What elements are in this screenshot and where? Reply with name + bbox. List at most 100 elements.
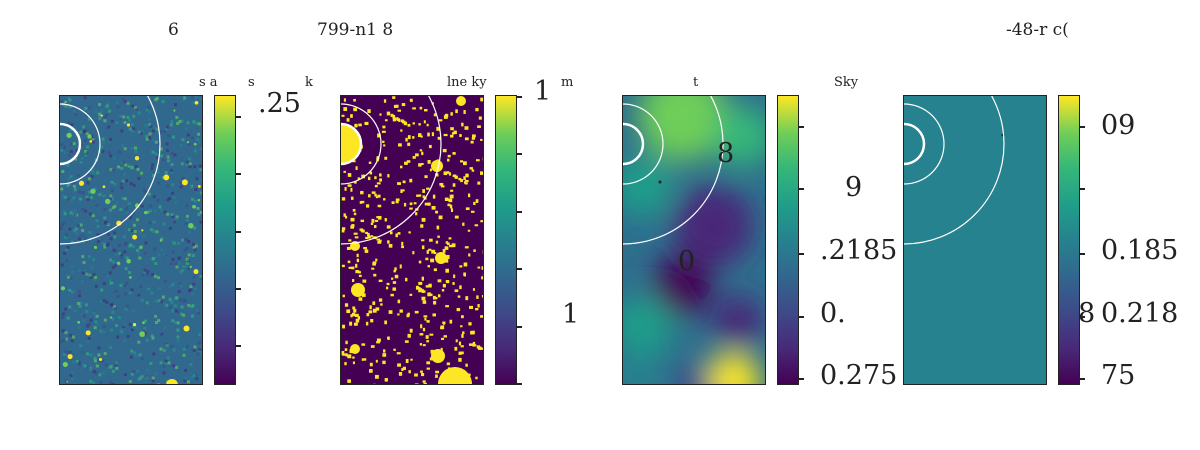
noise-pixel (83, 99, 87, 103)
mask-pixel (401, 368, 404, 371)
noise-pixel (161, 297, 165, 301)
noise-pixel (191, 96, 195, 100)
mask-pixel (400, 129, 403, 132)
cbar3-tick (798, 188, 804, 190)
noise-pixel (190, 292, 194, 296)
mask-pixel (386, 225, 391, 229)
noise-pixel (105, 300, 109, 304)
noise-pixel (176, 335, 180, 339)
cbar2-label-0: 1 (534, 76, 552, 107)
mask-pixel (355, 263, 358, 268)
noise-pixel (161, 295, 165, 299)
aperture-ring (60, 96, 161, 245)
noise-pixel (143, 124, 147, 128)
noise-pixel (94, 244, 98, 248)
noise-pixel (137, 130, 141, 134)
panel1-svg (60, 96, 202, 384)
noise-pixel (195, 377, 199, 381)
noise-pixel (118, 150, 122, 154)
noise-pixel (152, 129, 156, 133)
mask-pixel (412, 122, 415, 125)
mask-pixel (463, 262, 468, 267)
bg-blob (623, 351, 663, 384)
panel3-colorbar (777, 95, 804, 385)
mask-pixel (459, 160, 464, 163)
noise-pixel (81, 363, 85, 367)
noise-pixel (172, 364, 176, 368)
mask-pixel (429, 333, 434, 336)
noise-pixel (99, 267, 103, 271)
mask-pixel (478, 116, 482, 120)
noise-pixel (174, 262, 178, 266)
mask-pixel (346, 309, 351, 314)
noise-pixel (162, 158, 166, 162)
mask-pixel (447, 158, 450, 162)
noise-pixel (143, 251, 147, 255)
mask-pixel (388, 310, 393, 314)
noise-pixel (74, 112, 78, 116)
mask-pixel (426, 250, 429, 254)
mask-pixel (480, 97, 483, 102)
noise-pixel (131, 104, 135, 108)
mask-pixel (444, 197, 449, 201)
mask-pixel (444, 246, 449, 250)
noise-pixel (128, 270, 132, 274)
noise-pixel (134, 106, 138, 110)
mask-pixel (409, 98, 413, 102)
mask-pixel (399, 165, 403, 169)
point-source (78, 180, 85, 186)
noise-pixel (70, 142, 74, 146)
noise-pixel (124, 163, 128, 167)
noise-pixel (134, 165, 138, 169)
point-source (159, 238, 163, 242)
panel4-image (903, 95, 1047, 385)
noise-pixel (197, 264, 201, 268)
mask-pixel (365, 231, 369, 235)
mask-pixel (414, 373, 418, 377)
noise-pixel (168, 196, 172, 200)
noise-pixel (166, 134, 170, 138)
cbar1-tick (235, 116, 241, 118)
mask-pixel (383, 349, 386, 353)
mask-pixel (355, 270, 360, 274)
panel4-side-text: 8 (1078, 298, 1096, 329)
noise-pixel (188, 184, 192, 188)
noise-pixel (102, 114, 106, 118)
mask-pixel (410, 358, 413, 361)
mask-pixel (472, 343, 475, 347)
mask-pixel (377, 215, 382, 220)
mask-pixel (426, 123, 429, 127)
mask-pixel (416, 194, 420, 197)
noise-pixel (185, 219, 189, 223)
noise-pixel (77, 237, 81, 241)
noise-pixel (180, 162, 184, 166)
noise-pixel (142, 270, 146, 274)
noise-pixel (71, 335, 75, 339)
noise-pixel (88, 273, 92, 277)
cbar3-label-3: 0.275 (820, 360, 898, 391)
noise-pixel (122, 323, 126, 327)
noise-pixel (61, 152, 65, 156)
mask-pixel (341, 264, 345, 268)
mask-pixel (375, 258, 378, 262)
point-source (139, 331, 146, 337)
noise-pixel (191, 254, 195, 258)
mask-pixel (442, 248, 446, 253)
noise-pixel (169, 262, 173, 266)
noise-pixel (155, 96, 159, 100)
noise-pixel (182, 265, 186, 269)
mask-pixel (392, 287, 397, 291)
mask-pixel (351, 279, 355, 283)
noise-pixel (64, 337, 68, 341)
noise-pixel (64, 233, 68, 237)
noise-pixel (108, 137, 112, 141)
mask-pixel (357, 271, 361, 274)
noise-pixel (156, 383, 160, 384)
noise-pixel (152, 229, 156, 233)
mask-pixel (426, 187, 430, 190)
noise-pixel (91, 214, 95, 218)
mask-pixel (376, 216, 380, 219)
noise-pixel (76, 302, 80, 306)
noise-pixel (184, 200, 188, 204)
noise-pixel (123, 100, 127, 104)
